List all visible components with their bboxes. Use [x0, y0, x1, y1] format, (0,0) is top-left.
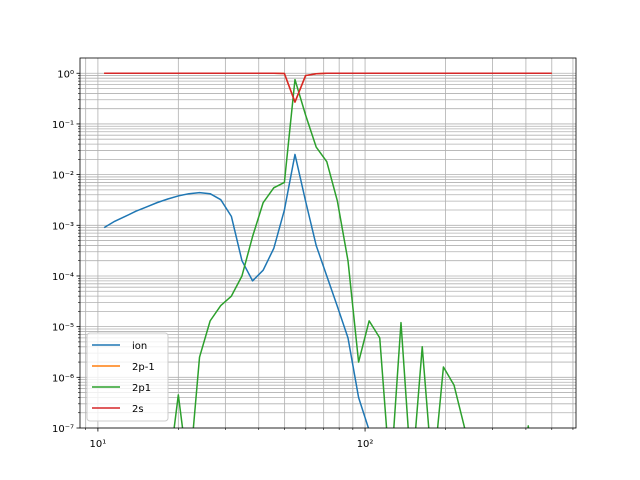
y-tick-label: 10⁻³ [52, 221, 74, 232]
grid [80, 58, 576, 429]
x-tick-label: 10² [357, 439, 374, 450]
series-line [173, 78, 530, 428]
y-tick-label: 10⁻² [52, 171, 74, 182]
y-tick-label: 10⁻⁷ [52, 424, 74, 435]
y-tick-label: 10⁻⁵ [52, 323, 74, 334]
series-line [103, 153, 370, 428]
series-line [104, 72, 552, 103]
legend-label: 2p1 [132, 383, 151, 394]
legend-label: 2p-1 [132, 362, 155, 373]
axes-frame [79, 57, 577, 429]
x-tick-label: 10¹ [90, 439, 107, 450]
legend-label: 2s [132, 404, 144, 415]
axes: 10¹ 10² 10⁻⁷ 10⁻⁶ 10⁻⁵ 10⁻⁴ 10⁻³ 10⁻² 10⁻¹ 10⁰ [52, 57, 577, 450]
y-tick-label: 10⁰ [57, 69, 74, 80]
y-tick-label: 10⁻⁴ [52, 272, 74, 283]
legend-box [86, 332, 169, 422]
y-tick-label: 10⁻¹ [52, 120, 74, 131]
legend: ion 2p-1 2p1 2s [86, 332, 169, 422]
y-tick-label: 10⁻⁶ [52, 373, 74, 384]
plot-area [103, 72, 552, 428]
legend-label: ion [132, 341, 147, 352]
